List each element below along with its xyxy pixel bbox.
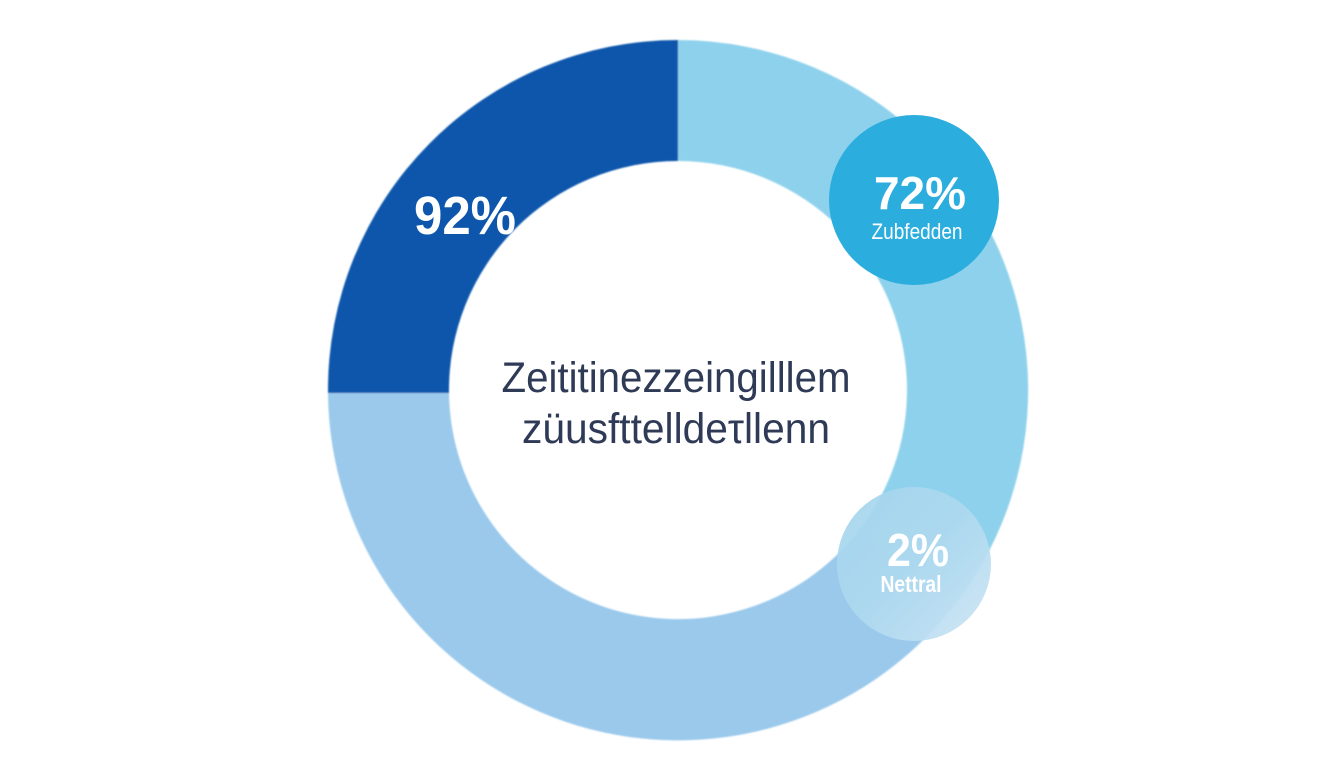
- svg-text:72%: 72%: [874, 167, 966, 219]
- svg-text:Zubfedden: Zubfedden: [872, 219, 963, 244]
- svg-text:züusfttelldeτllenn: züusfttelldeτllenn: [522, 405, 830, 453]
- svg-text:92%: 92%: [414, 186, 516, 246]
- svg-text:2%: 2%: [887, 524, 949, 576]
- svg-text:Zeititinezzeingilllem: Zeititinezzeingilllem: [502, 354, 851, 402]
- svg-text:Nettral: Nettral: [881, 571, 942, 597]
